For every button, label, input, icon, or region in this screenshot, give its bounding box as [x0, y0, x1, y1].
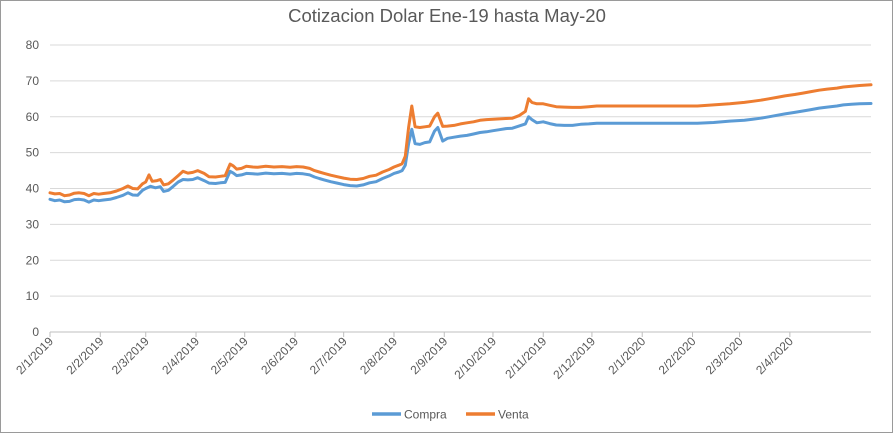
series-lines [48, 83, 873, 204]
y-tick-label: 80 [26, 38, 40, 52]
x-tick-label: 2/12/2019 [550, 334, 598, 382]
x-tick-label: 2/1/2020 [605, 334, 648, 377]
x-tick-label: 2/4/2019 [159, 334, 202, 377]
legend-item-venta: Venta [466, 408, 529, 422]
x-tick-label: 2/5/2019 [208, 334, 251, 377]
x-tick-label: 2/3/2019 [109, 334, 152, 377]
y-tick-label: 0 [32, 325, 39, 339]
y-tick-label: 70 [26, 74, 40, 88]
y-tick-label: 20 [26, 253, 40, 267]
y-tick-label: 40 [26, 182, 40, 196]
x-tick-label: 2/9/2019 [407, 334, 450, 377]
y-tick-label: 10 [26, 289, 40, 303]
y-tick-label: 30 [26, 217, 40, 231]
x-axis-ticks: 2/1/2019 2/2/2019 2/3/2019 2/4/2019 2/5/2019… [13, 332, 796, 382]
x-tick-label: 2/3/2020 [703, 334, 746, 377]
y-tick-label: 50 [26, 146, 40, 160]
x-tick-label: 2/8/2019 [357, 334, 400, 377]
x-tick-label: 2/11/2019 [502, 334, 549, 381]
y-tick-label: 60 [26, 110, 40, 124]
x-tick-label: 2/2/2020 [656, 334, 699, 377]
x-tick-label: 2/4/2020 [753, 334, 796, 377]
legend-label-venta: Venta [498, 408, 529, 422]
x-tick-label: 2/2/2019 [63, 334, 106, 377]
legend-item-compra: Compra [372, 408, 447, 422]
x-tick-label: 2/1/2019 [13, 334, 56, 377]
chart-title: Cotizacion Dolar Ene-19 hasta May-20 [288, 5, 606, 26]
gridlines [50, 44, 871, 333]
x-tick-label: 2/7/2019 [307, 334, 350, 377]
legend: Compra Venta [372, 408, 529, 422]
series-line-compra [48, 102, 873, 204]
series-line-venta [48, 83, 873, 198]
x-tick-label: 2/10/2019 [451, 334, 499, 382]
legend-label-compra: Compra [404, 408, 447, 422]
y-axis-ticks: 0 10 20 30 40 50 60 70 80 [26, 38, 40, 339]
x-tick-label: 2/6/2019 [258, 334, 301, 377]
